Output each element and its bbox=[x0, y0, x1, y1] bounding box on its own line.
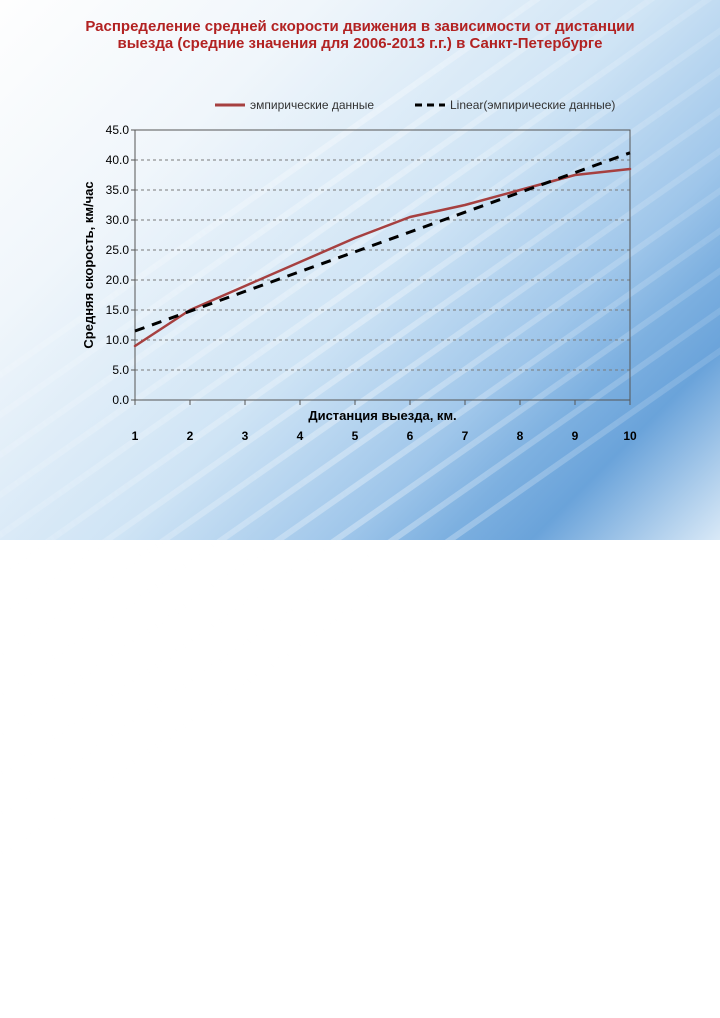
x-axis-label: Дистанция выезда, км. bbox=[308, 408, 456, 423]
ytick-label: 10.0 bbox=[106, 333, 130, 347]
ytick-label: 15.0 bbox=[106, 303, 130, 317]
xtick-label: 3 bbox=[242, 429, 249, 443]
xtick-label: 2 bbox=[187, 429, 194, 443]
legend-label-empirical: эмпирические данные bbox=[250, 98, 374, 112]
xtick-label: 9 bbox=[572, 429, 579, 443]
xtick-label: 7 bbox=[462, 429, 469, 443]
ytick-label: 45.0 bbox=[106, 123, 130, 137]
ytick-label: 35.0 bbox=[106, 183, 130, 197]
xtick-label: 10 bbox=[623, 429, 637, 443]
ytick-label: 0.0 bbox=[112, 393, 129, 407]
chart-container: эмпирические данные Linear(эмпирические д… bbox=[80, 95, 640, 455]
ytick-label: 30.0 bbox=[106, 213, 130, 227]
xtick-label: 6 bbox=[407, 429, 414, 443]
ytick-label: 20.0 bbox=[106, 273, 130, 287]
xtick-label: 5 bbox=[352, 429, 359, 443]
y-axis-label: Средняя скорость, км/час bbox=[81, 181, 96, 348]
chart-title: Распределение средней скорости движения … bbox=[60, 18, 660, 52]
ytick-label: 5.0 bbox=[112, 363, 129, 377]
chart-svg: эмпирические данные Linear(эмпирические д… bbox=[80, 95, 640, 455]
plot-border bbox=[135, 130, 630, 400]
series-empirical bbox=[135, 169, 630, 346]
ytick-label: 25.0 bbox=[106, 243, 130, 257]
xtick-label: 4 bbox=[297, 429, 304, 443]
legend-label-linear: Linear(эмпирические данные) bbox=[450, 98, 615, 112]
xtick-label: 1 bbox=[132, 429, 139, 443]
xtick-label: 8 bbox=[517, 429, 524, 443]
ytick-label: 40.0 bbox=[106, 153, 130, 167]
